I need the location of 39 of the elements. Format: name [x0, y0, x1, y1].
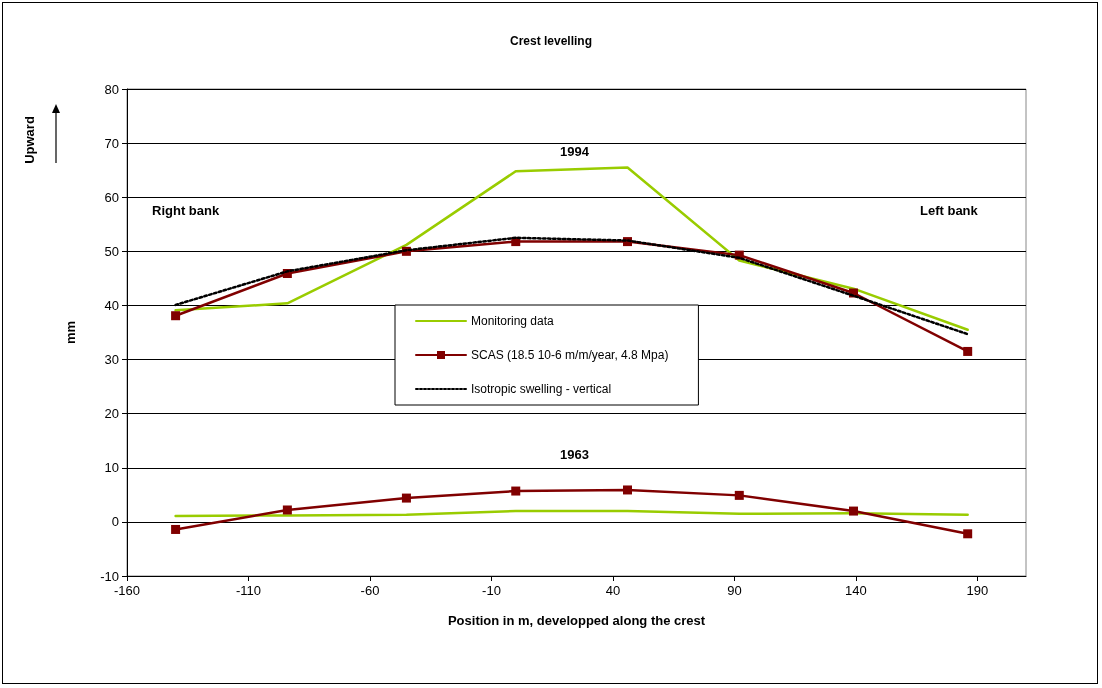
point [282, 505, 292, 515]
y-tick-label: 30 [104, 352, 119, 368]
y-tick-label: 40 [104, 297, 119, 313]
legend-label: SCAS (18.5 10-6 m/m/year, 4.8 Mpa) [471, 348, 669, 362]
chart-title: Crest levelling [509, 34, 593, 48]
point [963, 529, 973, 539]
annotation: 1963 [560, 447, 589, 462]
point [848, 506, 858, 516]
x-axis-title: Position in m, developped along the crest [447, 613, 706, 628]
point [171, 311, 181, 321]
point [963, 346, 973, 356]
y-tick-label: -10 [100, 568, 119, 584]
x-tick-label: 90 [727, 583, 742, 598]
annotation: Left bank [920, 203, 979, 218]
x-tick-label: -110 [235, 583, 262, 598]
point [734, 490, 744, 500]
y-axis-title: mm [63, 320, 78, 345]
legend-label: Monitoring data [471, 314, 555, 328]
point [171, 524, 181, 534]
x-tick-label: -160 [113, 583, 141, 598]
y-tick-label: 50 [104, 243, 119, 259]
point [401, 493, 411, 503]
y-tick-label: 70 [104, 135, 119, 151]
annotation: 1994 [560, 144, 590, 159]
legend-label: Isotropic swelling - vertical [471, 382, 612, 396]
annotation: Right bank [152, 203, 220, 218]
y-tick-label: 0 [111, 514, 119, 530]
point [511, 486, 521, 496]
y-tick-label: 10 [104, 460, 119, 476]
text: Upward [22, 116, 37, 164]
point [623, 485, 633, 495]
x-tick-label: -10 [482, 583, 501, 598]
x-tick-label: 190 [966, 583, 989, 598]
y-tick-label: 80 [104, 81, 119, 97]
y-tick-label: 60 [104, 189, 119, 205]
x-tick-label: 40 [605, 583, 621, 598]
y-tick-label: 20 [104, 406, 119, 422]
x-tick-label: -60 [360, 583, 380, 598]
x-tick-label: 140 [845, 583, 867, 598]
